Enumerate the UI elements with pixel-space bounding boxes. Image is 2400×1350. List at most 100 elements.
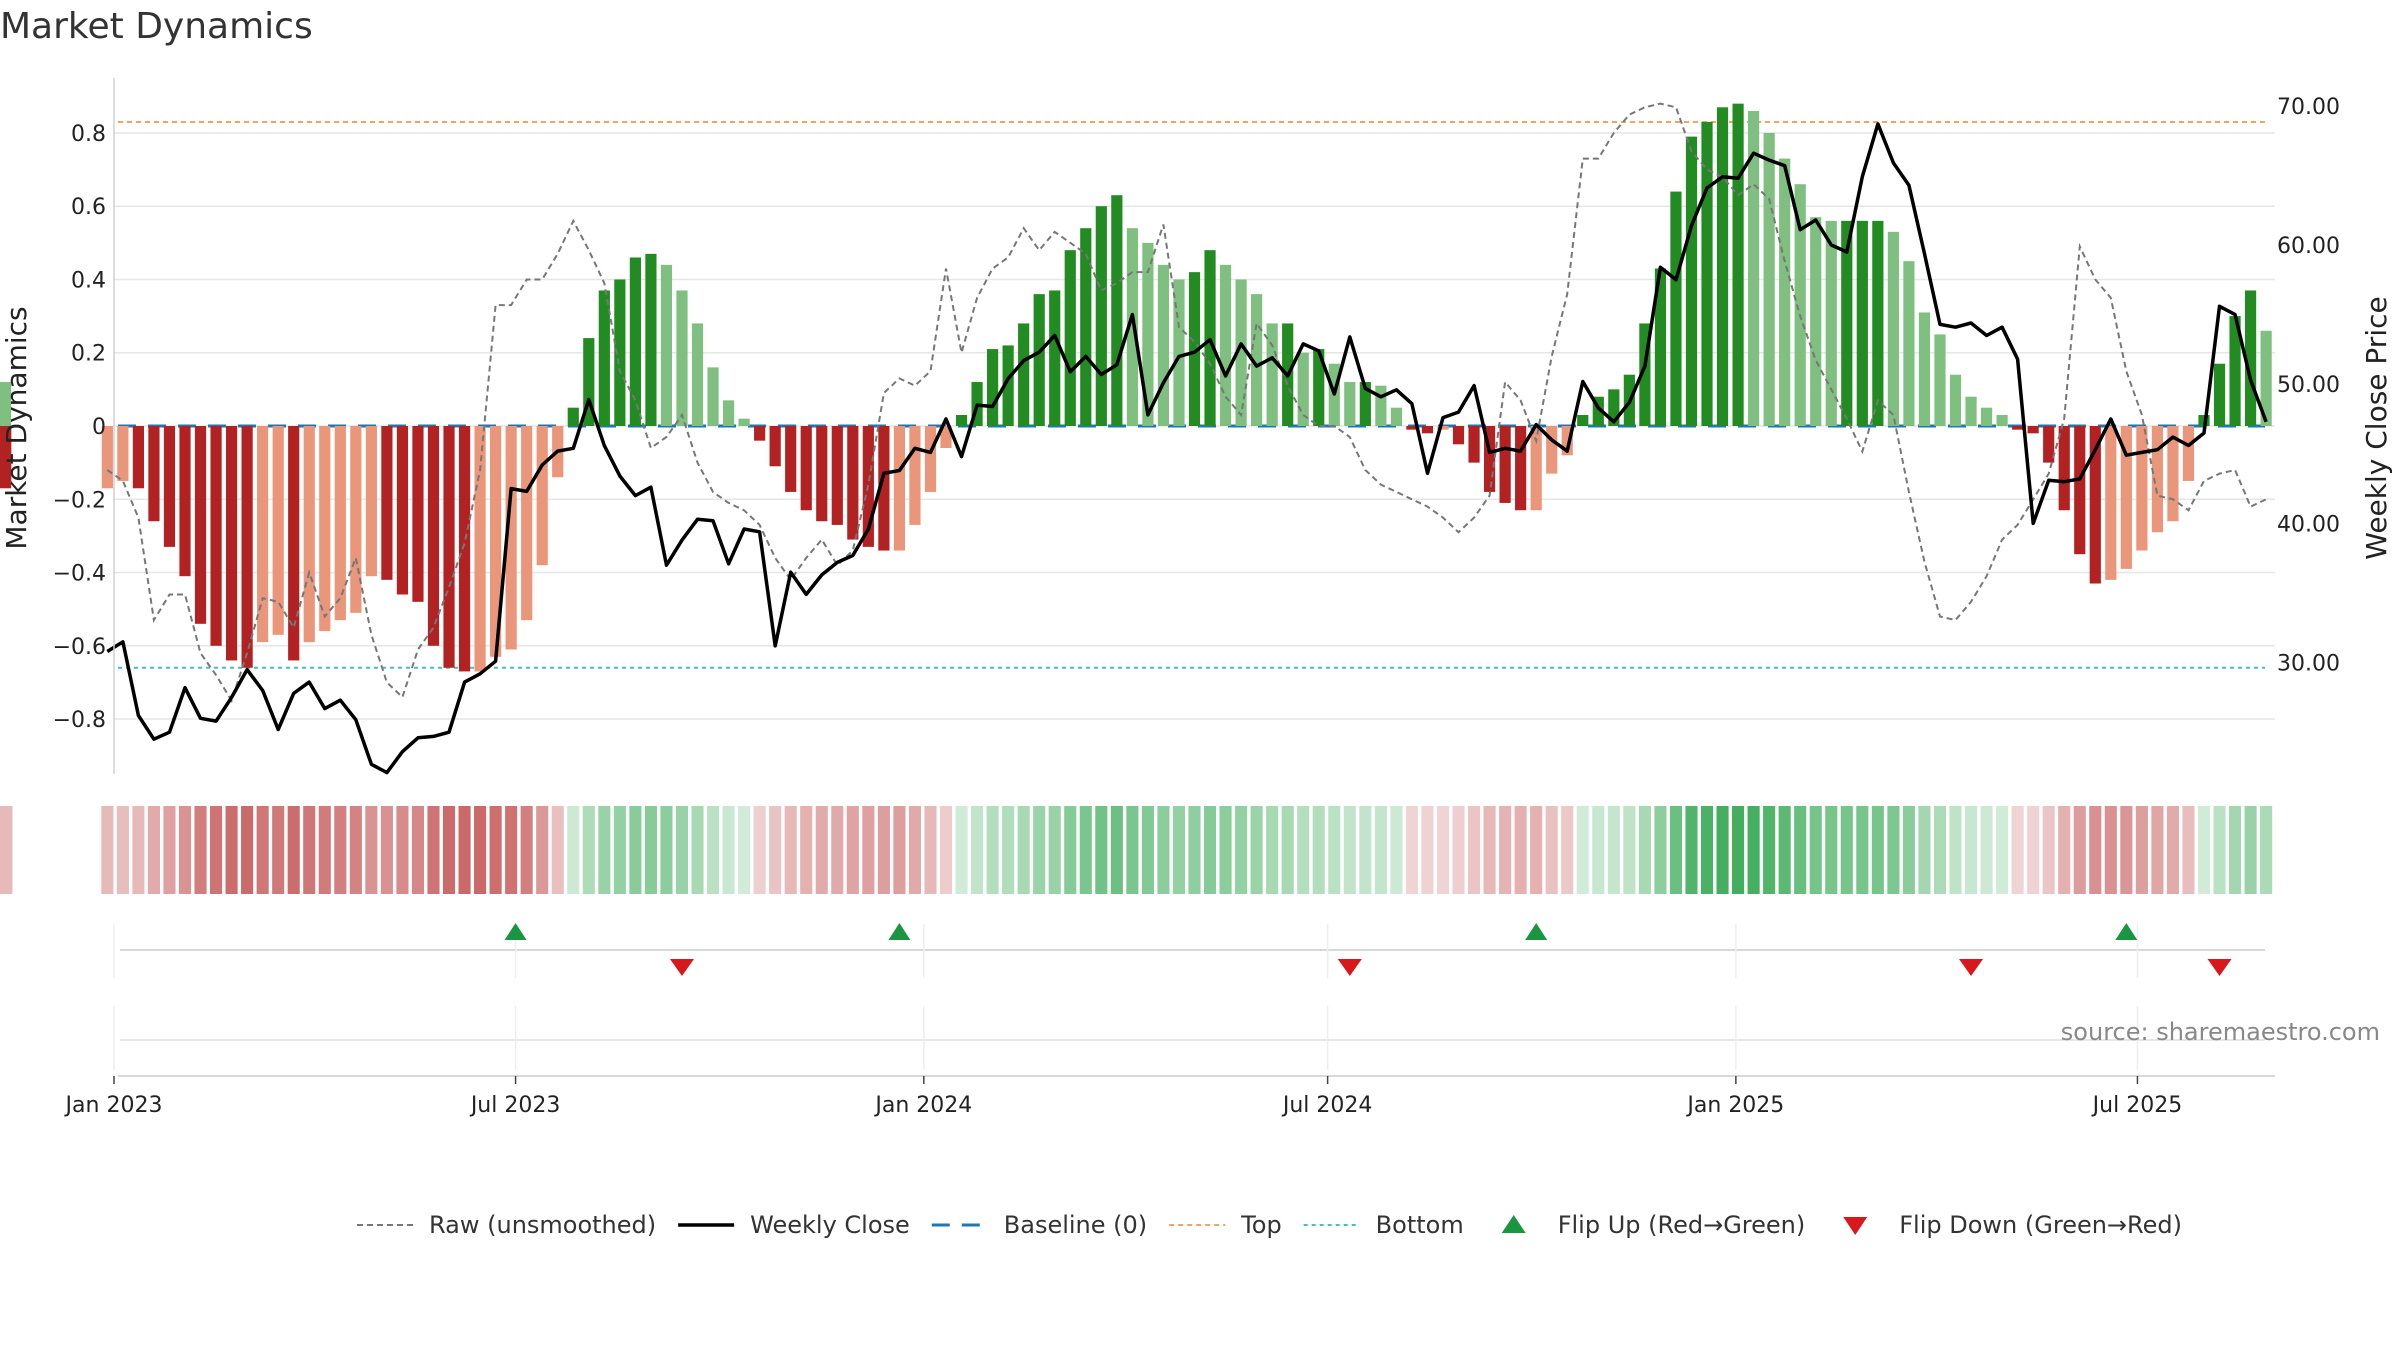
- regime-cell: [1452, 806, 1465, 894]
- regime-cell: [116, 806, 129, 894]
- y-tick-label: 0.2: [71, 342, 106, 367]
- dynamics-bar: [365, 426, 377, 577]
- dynamics-bar: [1468, 426, 1480, 463]
- dynamics-bar: [1359, 382, 1371, 426]
- legend-item: Top: [1169, 1211, 1282, 1239]
- dynamics-bar: [785, 426, 797, 492]
- dynamics-bar: [1949, 374, 1962, 426]
- dynamics-bar: [1483, 426, 1496, 492]
- regime-cell: [660, 806, 673, 894]
- dynamics-bar: [754, 426, 766, 441]
- regime-cell: [2042, 806, 2055, 894]
- regime-cell: [846, 806, 859, 894]
- dynamics-bar: [1390, 407, 1402, 426]
- regime-cell: [318, 806, 331, 894]
- regime-cell: [1203, 806, 1217, 894]
- dynamics-bar: [1670, 191, 1682, 426]
- regime-cell: [396, 806, 409, 894]
- dynamics-bar: [2182, 426, 2195, 481]
- dynamics-bar: [629, 257, 641, 426]
- regime-cell: [1980, 806, 1993, 894]
- regime-cell: [613, 806, 626, 894]
- regime-cell: [442, 806, 456, 894]
- dynamics-bar: [2012, 426, 2024, 430]
- regime-cell: [2260, 806, 2273, 894]
- regime-cell: [1669, 806, 1683, 894]
- dynamics-bar: [893, 426, 906, 551]
- y-tick-label: −0.6: [53, 635, 106, 660]
- regime-strip: [0, 806, 2273, 894]
- dynamics-bar: [707, 367, 719, 426]
- regime-cell: [1374, 806, 1387, 894]
- regime-cell: [349, 806, 362, 894]
- regime-cell: [924, 806, 937, 894]
- dynamics-bar: [427, 426, 440, 646]
- regime-cell: [225, 806, 238, 894]
- regime-cell: [458, 806, 471, 894]
- regime-cell: [256, 806, 269, 894]
- dynamics-bar: [1561, 426, 1573, 456]
- legend-label: Baseline (0): [1004, 1211, 1147, 1239]
- regime-cell: [411, 806, 425, 894]
- dynamics-bar: [474, 426, 486, 672]
- y2-tick-label: 30.00: [2277, 652, 2340, 677]
- dynamics-bar: [1530, 426, 1542, 511]
- dynamics-bar: [412, 426, 424, 602]
- regime-cell: [1654, 806, 1667, 894]
- regime-cell: [800, 806, 813, 894]
- dynamics-bar: [381, 426, 393, 580]
- dynamics-bar: [334, 426, 346, 621]
- regime-cell: [1514, 806, 1527, 894]
- regime-cell: [582, 806, 595, 894]
- dynamics-bar: [1577, 415, 1589, 426]
- regime-cell: [1235, 806, 1248, 894]
- regime-cell: [505, 806, 518, 894]
- regime-cell: [2027, 806, 2040, 894]
- dynamics-bar: [1375, 385, 1387, 426]
- regime-cell: [1297, 806, 1310, 894]
- legend-item: Baseline (0): [931, 1211, 1147, 1239]
- dynamics-bar: [272, 426, 284, 635]
- dynamics-bar: [2213, 363, 2226, 426]
- dynamics-bar: [1841, 220, 1853, 426]
- regime-cell: [1095, 806, 1108, 894]
- x-tick-label: Jan 2023: [64, 1093, 163, 1118]
- y-tick-label: −0.8: [53, 708, 106, 733]
- dynamics-bar: [303, 426, 315, 643]
- legend-label: Weekly Close: [750, 1211, 910, 1239]
- regime-cell: [1887, 806, 1900, 894]
- dynamics-bar: [831, 426, 843, 525]
- dynamics-bar: [940, 426, 952, 448]
- dynamics-bar: [878, 426, 890, 551]
- regime-cell: [2089, 806, 2102, 894]
- dynamics-bar: [1779, 158, 1791, 426]
- dynamics-bar: [598, 290, 610, 426]
- legend-label: Flip Up (Red→Green): [1558, 1211, 1806, 1239]
- regime-cell: [1840, 806, 1853, 894]
- dynamics-bar: [2260, 330, 2272, 426]
- regime-cell: [1110, 806, 1123, 894]
- dynamics-bar: [1313, 349, 1325, 426]
- dynamics-bar: [350, 426, 362, 613]
- dynamics-bar: [1406, 426, 1418, 430]
- dynamics-bar: [816, 426, 828, 522]
- dynamics-bar: [1344, 382, 1356, 426]
- dynamics-bar: [0, 426, 12, 489]
- flip-down-marker: [1337, 959, 1362, 976]
- regime-cell: [147, 806, 160, 894]
- dynamics-bar: [1748, 110, 1760, 427]
- dynamics-bar: [583, 338, 595, 426]
- regime-cell: [1794, 806, 1807, 894]
- regime-cell: [1871, 806, 1884, 894]
- reference-lines: [118, 120, 2265, 669]
- dynamics-bar: [2167, 426, 2179, 522]
- regime-cell: [1467, 806, 1481, 894]
- dynamics-bar: [0, 382, 12, 426]
- dynamics-bar: [2074, 426, 2086, 555]
- legend-marker: [1843, 1217, 1868, 1235]
- dynamics-bar: [443, 426, 455, 668]
- dynamics-bar: [1701, 121, 1713, 427]
- regime-cell: [1219, 806, 1232, 894]
- dynamics-bar: [1018, 323, 1030, 426]
- regime-cell: [1918, 806, 1931, 894]
